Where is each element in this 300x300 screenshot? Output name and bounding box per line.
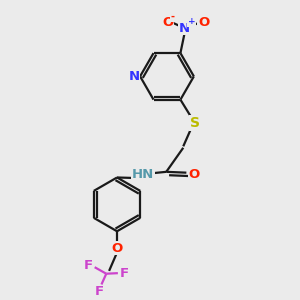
Text: +: + — [188, 17, 196, 26]
Text: HN: HN — [132, 168, 154, 181]
Text: -: - — [171, 12, 175, 22]
Text: O: O — [189, 168, 200, 181]
Text: O: O — [162, 16, 173, 29]
Text: F: F — [94, 285, 104, 298]
Text: N: N — [179, 22, 190, 35]
Text: O: O — [111, 242, 123, 255]
Text: N: N — [128, 70, 140, 83]
Text: F: F — [119, 267, 129, 280]
Text: S: S — [190, 116, 200, 130]
Text: O: O — [198, 16, 209, 29]
Text: F: F — [84, 259, 93, 272]
